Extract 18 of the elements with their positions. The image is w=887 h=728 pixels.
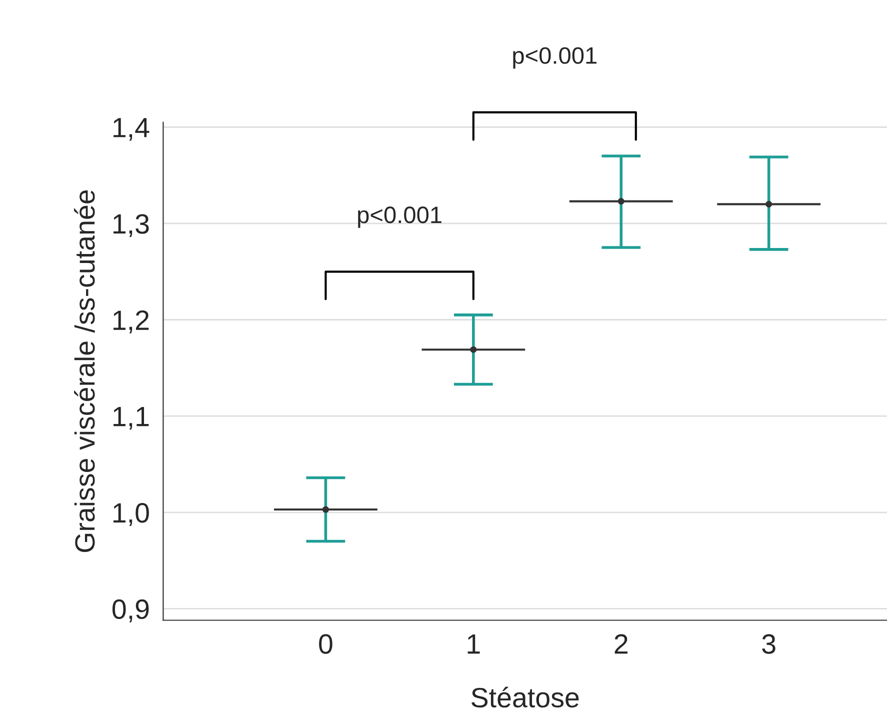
x-tick-label: 0 <box>319 634 332 654</box>
annotation: p<0.001 <box>358 206 442 228</box>
y-axis-title: Graisse viscérale /ss-cutanée <box>74 190 95 552</box>
point <box>470 346 477 353</box>
x-tick-label: 2 <box>614 634 628 654</box>
point <box>322 506 329 513</box>
y-tick-label: 1,0 <box>114 503 149 526</box>
x-axis-title: Stéatose <box>472 686 579 708</box>
y-tick-label: 1,2 <box>114 310 149 334</box>
y-tick-label: 1,3 <box>114 214 149 238</box>
y-tick-label: 1,1 <box>114 407 149 430</box>
x-tick-label: 3 <box>762 634 776 654</box>
point <box>766 200 772 208</box>
point <box>618 198 624 205</box>
text: p<0.001 <box>513 47 596 69</box>
y-tick-label: 1,4 <box>114 118 150 141</box>
y-tick-label: 0,9 <box>112 599 149 622</box>
x-tick-label: 1 <box>468 634 480 654</box>
